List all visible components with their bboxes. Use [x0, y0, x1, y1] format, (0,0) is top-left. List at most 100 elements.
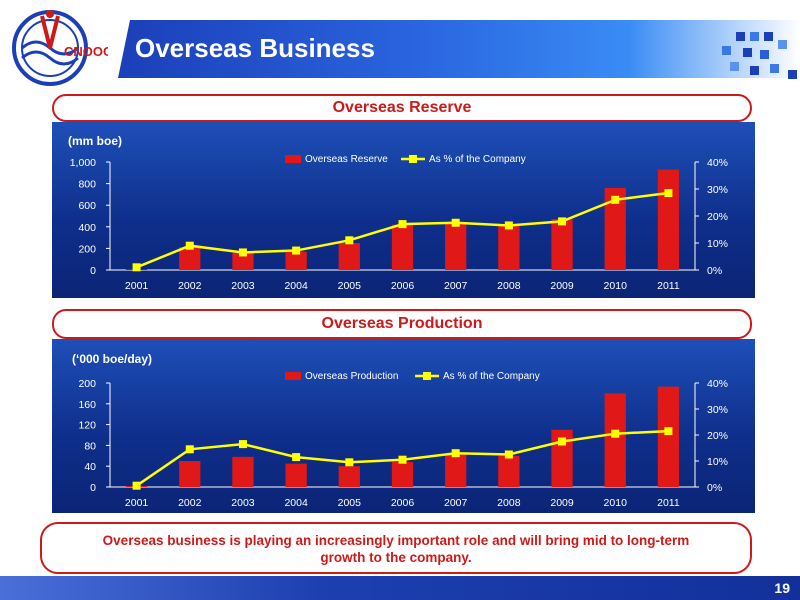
bar-2006 [391, 462, 414, 487]
x-tick-label: 2003 [231, 497, 255, 509]
y2-tick-label: 0% [707, 265, 722, 277]
line-point-2011 [664, 427, 673, 436]
legend-line-marker [409, 155, 417, 163]
x-tick-label: 2011 [657, 280, 680, 292]
line-point-2002 [185, 445, 194, 454]
bar-2008 [498, 224, 520, 270]
bar-2002 [179, 461, 201, 487]
line-point-2001 [132, 263, 141, 272]
reserve-heading: Overseas Reserve [52, 94, 752, 122]
bar-2010 [604, 187, 626, 270]
y-tick-label: 120 [78, 420, 96, 432]
x-tick-label: 2008 [497, 497, 521, 509]
cnooc-logo: CNOOC [12, 10, 108, 86]
y2-tick-label: 0% [707, 482, 722, 494]
x-tick-label: 2001 [125, 280, 149, 292]
production-heading: Overseas Production [52, 309, 752, 339]
line-point-2003 [238, 248, 247, 257]
x-tick-label: 2010 [604, 497, 628, 509]
x-tick-label: 2001 [125, 497, 149, 509]
x-tick-label: 2006 [391, 280, 415, 292]
decorative-squares [722, 32, 797, 79]
line-point-2010 [611, 195, 620, 204]
y-axis-unit-label: (‘000 boe/day) [72, 352, 152, 366]
y-tick-label: 80 [84, 440, 96, 452]
legend-line-marker [423, 372, 431, 380]
x-tick-label: 2005 [338, 280, 362, 292]
y-tick-label: 0 [90, 482, 96, 494]
reserve-chart: (mm boe) 0 200 400 600 800 1,000 0% 10% 20% 30% 40%… [68, 134, 728, 292]
y2-tick-label: 30% [707, 404, 728, 416]
bar-2011 [657, 169, 680, 270]
y-tick-label: 160 [78, 399, 96, 411]
x-tick-label: 2005 [338, 497, 362, 509]
line-point-2009 [558, 437, 567, 446]
bar-2009 [551, 429, 573, 487]
line-point-2003 [238, 440, 247, 449]
x-tick-label: 2003 [231, 280, 255, 292]
line-point-2007 [451, 449, 460, 458]
x-tick-label: 2007 [444, 497, 468, 509]
footer-bar [0, 576, 800, 600]
line-point-2009 [558, 217, 567, 226]
conclusion-line-1: Overseas business is playing an increasi… [102, 533, 690, 548]
y-axis-unit-label: (mm boe) [68, 134, 122, 148]
y-tick-label: 200 [78, 378, 96, 390]
bar-2003 [232, 252, 254, 270]
bar-2005 [338, 243, 360, 270]
title-bar [118, 20, 800, 78]
x-tick-label: 2010 [604, 280, 628, 292]
bar-2007 [445, 453, 467, 487]
bar-2004 [285, 251, 307, 270]
conclusion-line-2: growth to the company. [320, 550, 472, 565]
bar-2010 [604, 393, 626, 487]
y2-tick-label: 30% [707, 184, 728, 196]
y2-tick-label: 40% [707, 378, 728, 390]
line-point-2008 [504, 450, 513, 459]
line-point-2007 [451, 218, 460, 227]
legend-bar-swatch [285, 372, 301, 380]
x-tick-label: 2011 [657, 497, 680, 509]
logo-text: CNOOC [64, 44, 108, 59]
y-tick-label: 1,000 [70, 157, 96, 169]
x-tick-label: 2007 [444, 280, 468, 292]
x-tick-label: 2009 [550, 280, 574, 292]
y-tick-label: 200 [78, 243, 96, 255]
line-point-2005 [345, 458, 354, 467]
legend-bar-label: Overseas Production [305, 371, 398, 382]
line-point-2006 [398, 220, 407, 229]
x-tick-label: 2002 [178, 280, 202, 292]
y-tick-label: 40 [84, 461, 96, 473]
x-tick-label: 2009 [550, 497, 574, 509]
x-tick-label: 2004 [284, 497, 308, 509]
page-number: 19 [774, 580, 790, 596]
legend-line-label: As % of the Company [429, 154, 526, 165]
bar-2003 [232, 456, 254, 487]
line-point-2004 [292, 246, 301, 255]
production-chart: (‘000 boe/day) 0 40 80 120 160 200 0% 10% 20% 30% 4… [72, 352, 728, 509]
x-tick-label: 2004 [284, 280, 308, 292]
bar-2004 [285, 463, 307, 487]
x-tick-label: 2008 [497, 280, 521, 292]
page-title: Overseas Business [135, 33, 375, 63]
line-point-2001 [132, 481, 141, 490]
y-tick-label: 800 [78, 179, 96, 191]
y2-tick-label: 20% [707, 211, 728, 223]
line-point-2010 [611, 429, 620, 438]
line-point-2011 [664, 189, 673, 198]
y-tick-label: 400 [78, 222, 96, 234]
line-point-2002 [185, 241, 194, 250]
y2-tick-label: 10% [707, 456, 728, 468]
line-point-2006 [398, 455, 407, 464]
y2-tick-label: 40% [707, 157, 728, 169]
bar-2009 [551, 219, 573, 270]
legend-bar-swatch [285, 155, 301, 163]
conclusion-box: Overseas business is playing an increasi… [40, 522, 752, 574]
bar-2011 [657, 386, 680, 487]
y2-tick-label: 10% [707, 238, 728, 250]
y2-tick-label: 20% [707, 430, 728, 442]
line-point-2008 [504, 221, 513, 230]
y-tick-label: 0 [90, 265, 96, 277]
bar-2006 [391, 224, 414, 270]
legend-line-label: As % of the Company [443, 371, 540, 382]
